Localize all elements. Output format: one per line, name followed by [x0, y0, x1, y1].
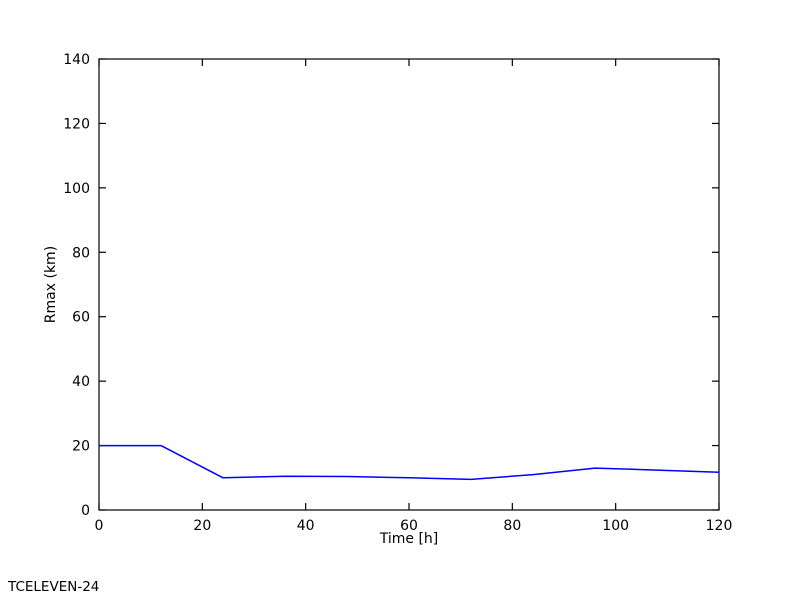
x-tick-label: 20 — [193, 518, 211, 534]
x-tick-label: 120 — [706, 518, 733, 534]
y-tick-label: 60 — [72, 310, 90, 326]
x-tick-label: 100 — [602, 518, 629, 534]
y-axis-label: Rmax (km) — [43, 246, 59, 323]
storm-id: TCELEVEN-24 — [8, 579, 100, 596]
y-tick-label: 0 — [81, 503, 90, 519]
x-tick-label: 60 — [400, 518, 418, 534]
y-tick-label: 20 — [72, 439, 90, 455]
y-tick-label: 40 — [72, 374, 90, 390]
y-tick-label: 120 — [63, 116, 90, 132]
x-tick-label: 0 — [95, 518, 104, 534]
y-tick-label: 100 — [63, 181, 90, 197]
data-line-radius-of-maximum-wind — [99, 444, 720, 481]
x-tick-label: 80 — [503, 518, 521, 534]
x-tick-label: 40 — [297, 518, 315, 534]
y-tick-label: 140 — [63, 52, 90, 68]
y-tick-label: 80 — [72, 245, 90, 261]
x-axis-label: Time [h] — [379, 531, 439, 547]
chart-footer: TCELEVEN-24 Radius of maximum wind (km) … — [8, 552, 265, 600]
plot-frame — [98, 58, 720, 511]
